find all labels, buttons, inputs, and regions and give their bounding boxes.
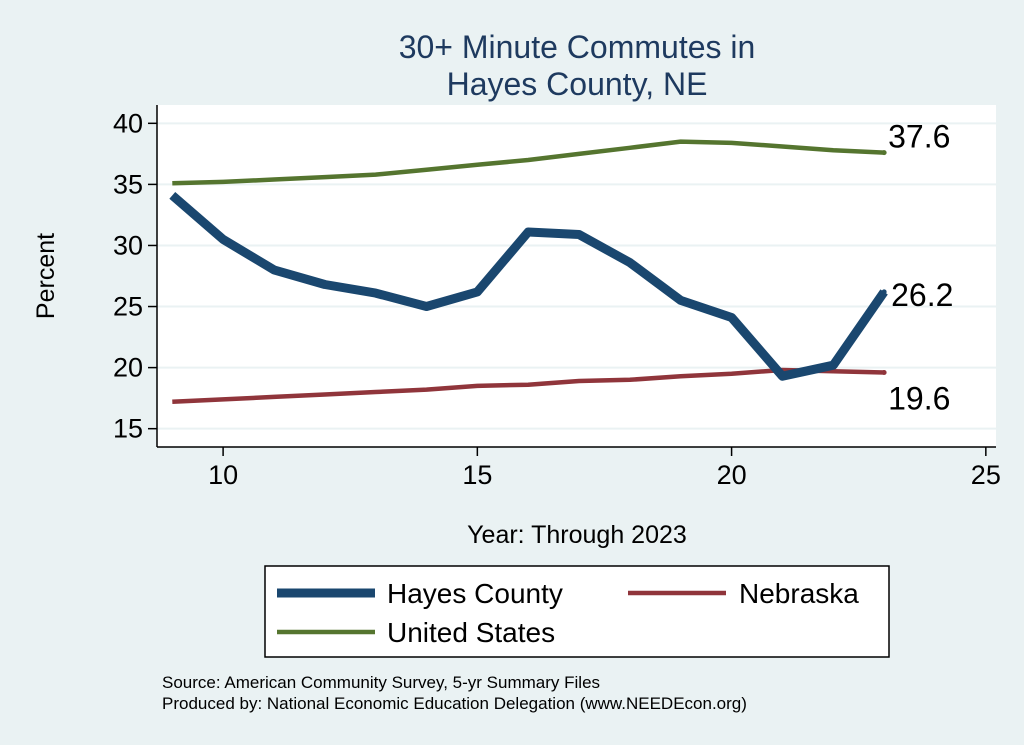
y-tick-label-35: 35 [113, 169, 143, 199]
x-tick-label-20: 20 [717, 460, 747, 490]
x-tick-label-15: 15 [462, 460, 492, 490]
series-line-united-states [172, 139, 885, 186]
x-tick-label-25: 25 [971, 460, 1001, 490]
y-tick-label-15: 15 [113, 414, 143, 444]
y-axis-label: Percent [32, 233, 60, 319]
end-label-hayes-county: 26.2 [891, 277, 953, 313]
x-axis-label: Year: Through 2023 [467, 521, 687, 549]
series-endpoint-hayes-county [881, 289, 887, 295]
x-tick-label-10: 10 [208, 460, 238, 490]
axes: 15 20 25 30 35 40 10 15 20 25 [113, 105, 1001, 490]
series-endpoint-united-states [881, 150, 887, 156]
legend-label-hayes-county: Hayes County [387, 578, 563, 609]
chart-title-line-1: 30+ Minute Commutes in [399, 29, 756, 65]
series-line-nebraska [172, 367, 885, 405]
source-note: Source: American Community Survey, 5-yr … [162, 673, 600, 692]
series-endpoint-nebraska [881, 369, 887, 375]
legend-label-nebraska: Nebraska [739, 578, 859, 609]
produced-by-note: Produced by: National Economic Education… [162, 694, 747, 713]
gridlines [157, 122, 996, 430]
chart-title-line-2: Hayes County, NE [447, 66, 708, 102]
end-label-united-states: 37.6 [888, 119, 950, 155]
y-tick-label-25: 25 [113, 292, 143, 322]
y-tick-label-40: 40 [113, 108, 143, 138]
legend: Hayes County Nebraska United States [264, 565, 890, 658]
series-group [169, 139, 888, 405]
legend-label-united-states: United States [387, 617, 555, 648]
series-line-hayes-county [169, 191, 888, 381]
end-labels: 26.2 19.6 37.6 [888, 119, 953, 417]
legend-box [264, 565, 890, 658]
end-label-nebraska: 19.6 [888, 380, 950, 416]
y-tick-label-20: 20 [113, 353, 143, 383]
y-tick-label-30: 30 [113, 230, 143, 260]
